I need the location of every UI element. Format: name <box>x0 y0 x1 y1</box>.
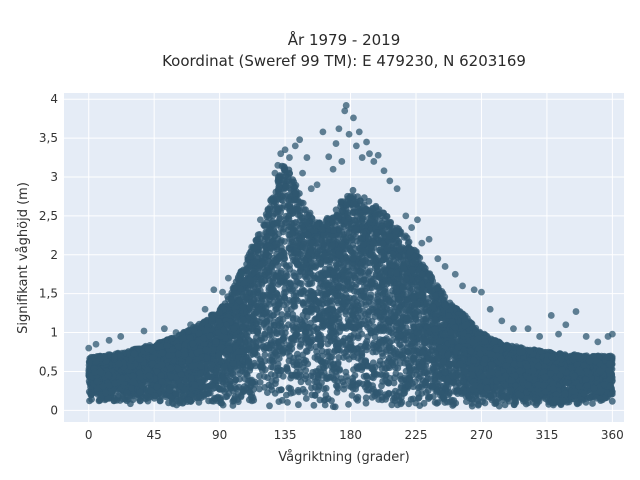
scatter-point <box>86 397 93 405</box>
scatter-point <box>261 351 269 359</box>
scatter-point <box>300 206 308 214</box>
scatter-point <box>365 197 373 205</box>
scatter-point <box>287 385 294 393</box>
scatter-point <box>362 399 370 407</box>
scatter-point <box>501 401 509 409</box>
scatter-point <box>431 399 439 406</box>
scatter-point <box>290 324 297 331</box>
scatter-point <box>302 395 310 402</box>
scatter-point <box>335 354 343 361</box>
scatter-point <box>318 347 326 355</box>
scatter-point <box>492 399 500 407</box>
scatter-point <box>348 392 356 399</box>
scatter-point <box>321 401 329 409</box>
scatter-point <box>266 402 273 410</box>
scatter-point <box>608 397 616 405</box>
scatter-point <box>261 384 269 391</box>
scatter-point <box>349 186 357 194</box>
scatter-point <box>256 379 264 386</box>
scatter-point <box>296 280 304 287</box>
chart-title-line-1: År 1979 - 2019 <box>288 30 401 49</box>
scatter-point <box>324 340 332 348</box>
scatter-point <box>267 351 275 359</box>
scatter-point <box>275 398 283 405</box>
scatter-point <box>156 397 164 404</box>
scatter-point <box>589 400 596 407</box>
scatter-point <box>295 358 302 366</box>
scatter-point <box>390 379 398 387</box>
scatter-point <box>345 401 352 408</box>
scatter-point <box>395 392 403 400</box>
scatter-point <box>283 391 290 399</box>
chart-title-line-2: Koordinat (Sweref 99 TM): E 479230, N 62… <box>162 52 526 70</box>
scatter-point <box>289 316 297 323</box>
scatter-point <box>310 401 318 409</box>
scatter-point <box>260 373 268 380</box>
scatter-point <box>322 384 330 392</box>
scatter-point-cloud <box>85 162 616 411</box>
scatter-point <box>392 370 400 377</box>
